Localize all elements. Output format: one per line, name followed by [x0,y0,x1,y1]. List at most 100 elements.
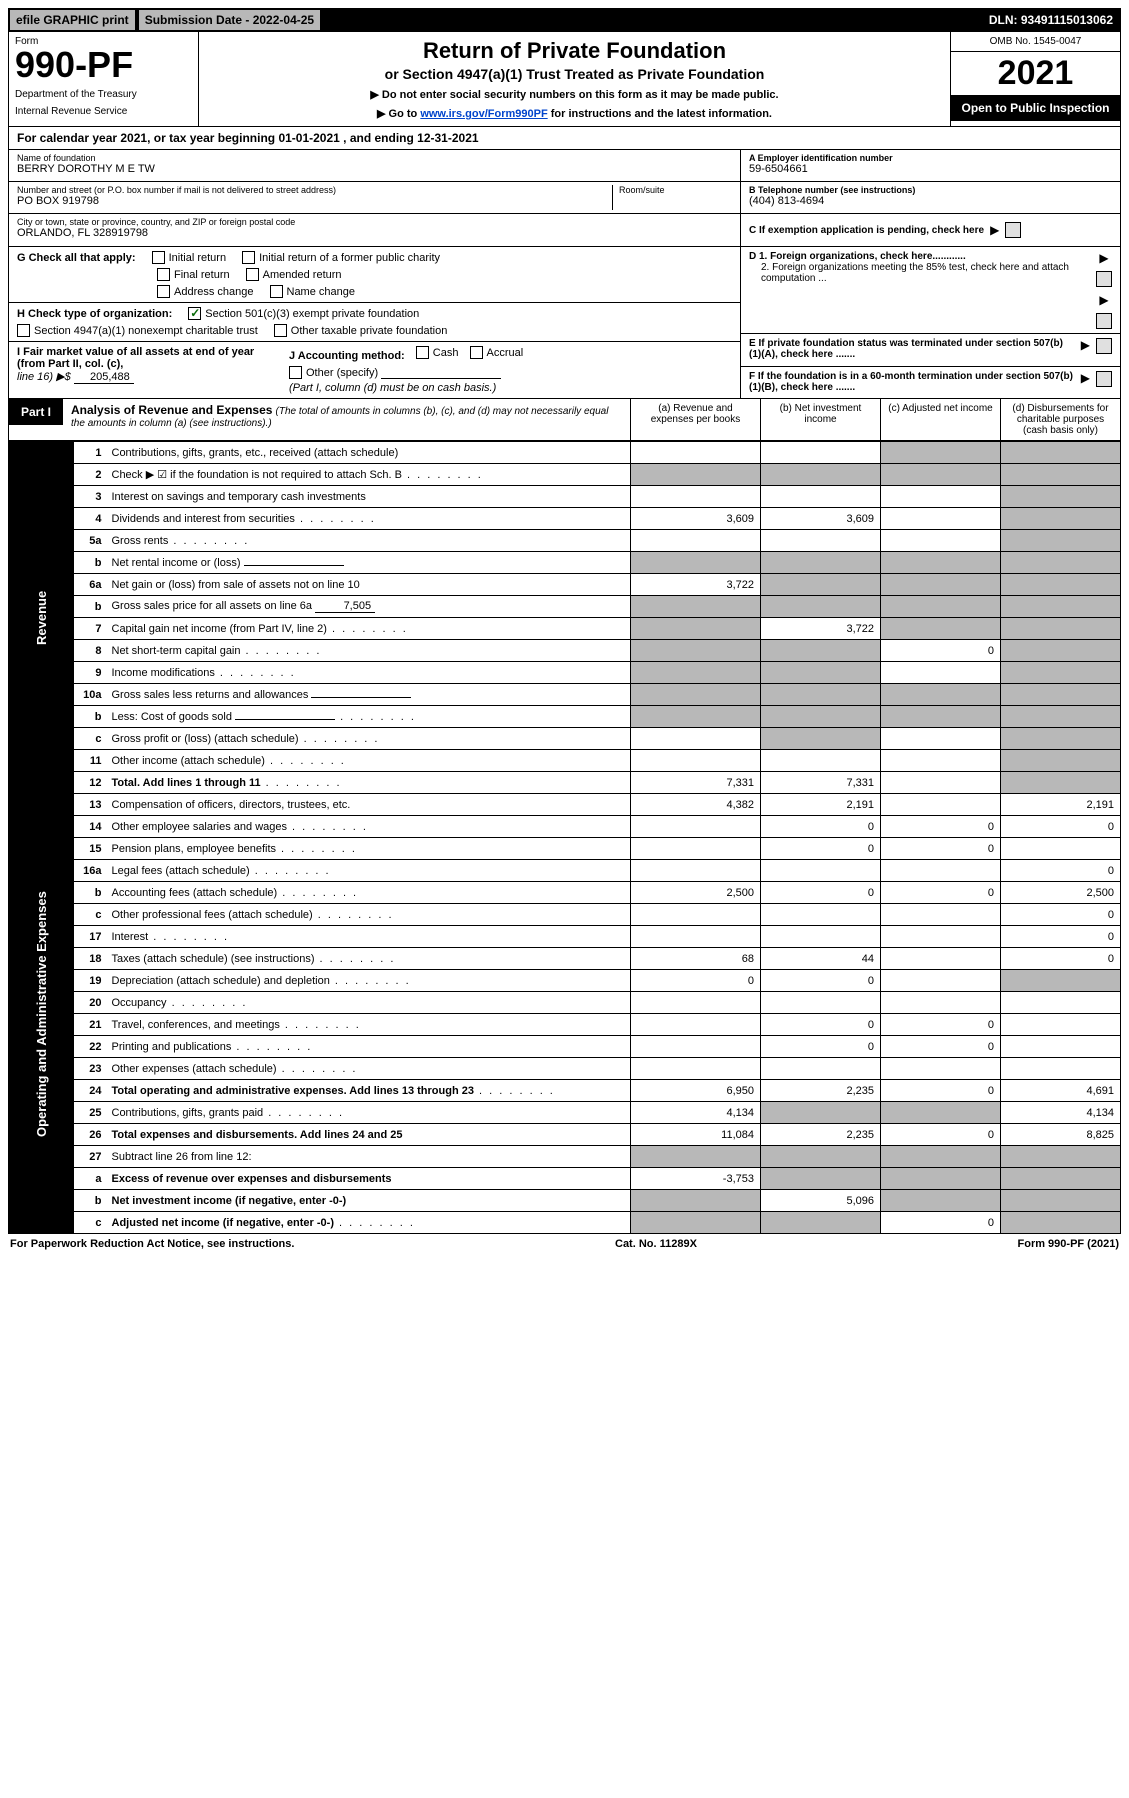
h-other-checkbox[interactable] [274,324,287,337]
city-cell: City or town, state or province, country… [9,214,740,246]
j-other-row: Other (specify) [289,366,378,379]
f-checkbox[interactable] [1096,371,1112,387]
e-checkbox[interactable] [1096,338,1112,354]
h-4947-checkbox[interactable] [17,324,30,337]
value-cell-c: 0 [881,838,1001,860]
table-row: 7Capital gain net income (from Part IV, … [9,618,1121,640]
value-cell-a [631,552,761,574]
f-label: F If the foundation is in a 60-month ter… [749,371,1075,393]
value-cell-d: 2,191 [1001,794,1121,816]
section-i: I Fair market value of all assets at end… [9,342,740,398]
g-name-checkbox[interactable] [270,285,283,298]
g-amended-row: Amended return [246,268,342,281]
dln-number: DLN: 93491115013062 [983,10,1119,30]
g-initial-checkbox[interactable] [152,251,165,264]
value-cell-a [631,904,761,926]
table-row: 4Dividends and interest from securities3… [9,508,1121,530]
value-cell-b [761,926,881,948]
d1-checkbox[interactable] [1096,271,1112,287]
g-final-checkbox[interactable] [157,268,170,281]
room-label: Room/suite [619,185,732,195]
form-subtitle: or Section 4947(a)(1) Trust Treated as P… [209,66,940,82]
value-cell-a [631,926,761,948]
table-row: 21Travel, conferences, and meetings00 [9,1014,1121,1036]
part1-label: Part I [9,399,63,425]
value-cell-c [881,552,1001,574]
value-cell-a [631,530,761,552]
header-left: Form 990-PF Department of the Treasury I… [9,32,199,126]
value-cell-b: 0 [761,1036,881,1058]
value-cell-a [631,1212,761,1234]
c-checkbox[interactable] [1005,222,1021,238]
value-cell-d [1001,486,1121,508]
h-501c3-checkbox[interactable] [188,307,201,320]
value-cell-d [1001,618,1121,640]
i-value: 205,488 [74,371,134,384]
d2-checkbox[interactable] [1096,313,1112,329]
lower-right: D 1. Foreign organizations, check here..… [740,247,1120,398]
col-d-header: (d) Disbursements for charitable purpose… [1000,399,1120,440]
line-number: 20 [74,992,108,1014]
line-number: 6a [74,574,108,596]
table-row: 20Occupancy [9,992,1121,1014]
city-label: City or town, state or province, country… [17,217,732,227]
value-cell-b: 0 [761,816,881,838]
value-cell-b [761,486,881,508]
value-cell-a [631,684,761,706]
table-row: 9Income modifications [9,662,1121,684]
g-amended-checkbox[interactable] [246,268,259,281]
addr-value: PO BOX 919798 [17,195,612,207]
j-other-checkbox[interactable] [289,366,302,379]
efile-badge: efile GRAPHIC print [10,10,135,30]
value-cell-b [761,574,881,596]
value-cell-d [1001,1146,1121,1168]
value-cell-b [761,706,881,728]
form-header: Form 990-PF Department of the Treasury I… [8,32,1121,127]
line-description: Legal fees (attach schedule) [108,860,631,882]
info-grid: Name of foundation BERRY DOROTHY M E TW … [8,150,1121,247]
value-cell-b [761,860,881,882]
line-description: Total operating and administrative expen… [108,1080,631,1102]
line-description: Interest on savings and temporary cash i… [108,486,631,508]
value-cell-c [881,728,1001,750]
dept-irs: Internal Revenue Service [15,106,192,117]
value-cell-b: 0 [761,838,881,860]
value-cell-a [631,1014,761,1036]
value-cell-c: 0 [881,1036,1001,1058]
table-row: Revenue1Contributions, gifts, grants, et… [9,442,1121,464]
value-cell-b: 5,096 [761,1190,881,1212]
line-number: 12 [74,772,108,794]
g-address-checkbox[interactable] [157,285,170,298]
value-cell-a: 11,084 [631,1124,761,1146]
j-accrual-label: Accrual [487,347,524,359]
paperwork-notice: For Paperwork Reduction Act Notice, see … [10,1238,294,1250]
g-initial-former-label: Initial return of a former public charit… [259,252,440,264]
table-row: 12Total. Add lines 1 through 117,3317,33… [9,772,1121,794]
value-cell-b [761,1146,881,1168]
city-value: ORLANDO, FL 328919798 [17,227,732,239]
footer: For Paperwork Reduction Act Notice, see … [8,1234,1121,1254]
calendar-year-line: For calendar year 2021, or tax year begi… [8,127,1121,150]
j-cash-checkbox[interactable] [416,346,429,359]
value-cell-a: -3,753 [631,1168,761,1190]
irs-link[interactable]: www.irs.gov/Form990PF [420,108,547,120]
value-cell-d: 0 [1001,926,1121,948]
table-row: Operating and Administrative Expenses13C… [9,794,1121,816]
line-description: Check ▶ ☑ if the foundation is not requi… [108,464,631,486]
value-cell-c [881,970,1001,992]
line-description: Gross sales price for all assets on line… [108,596,631,618]
form-number: 990-PF [15,47,192,83]
value-cell-b [761,904,881,926]
table-row: 15Pension plans, employee benefits00 [9,838,1121,860]
value-cell-c: 0 [881,882,1001,904]
value-cell-c [881,1190,1001,1212]
j-accrual-checkbox[interactable] [470,346,483,359]
info-left: Name of foundation BERRY DOROTHY M E TW … [9,150,740,246]
value-cell-b [761,1058,881,1080]
value-cell-c [881,442,1001,464]
value-cell-b: 44 [761,948,881,970]
g-initial-former-checkbox[interactable] [242,251,255,264]
value-cell-d: 0 [1001,860,1121,882]
line-description: Other employee salaries and wages [108,816,631,838]
line-number: 16a [74,860,108,882]
